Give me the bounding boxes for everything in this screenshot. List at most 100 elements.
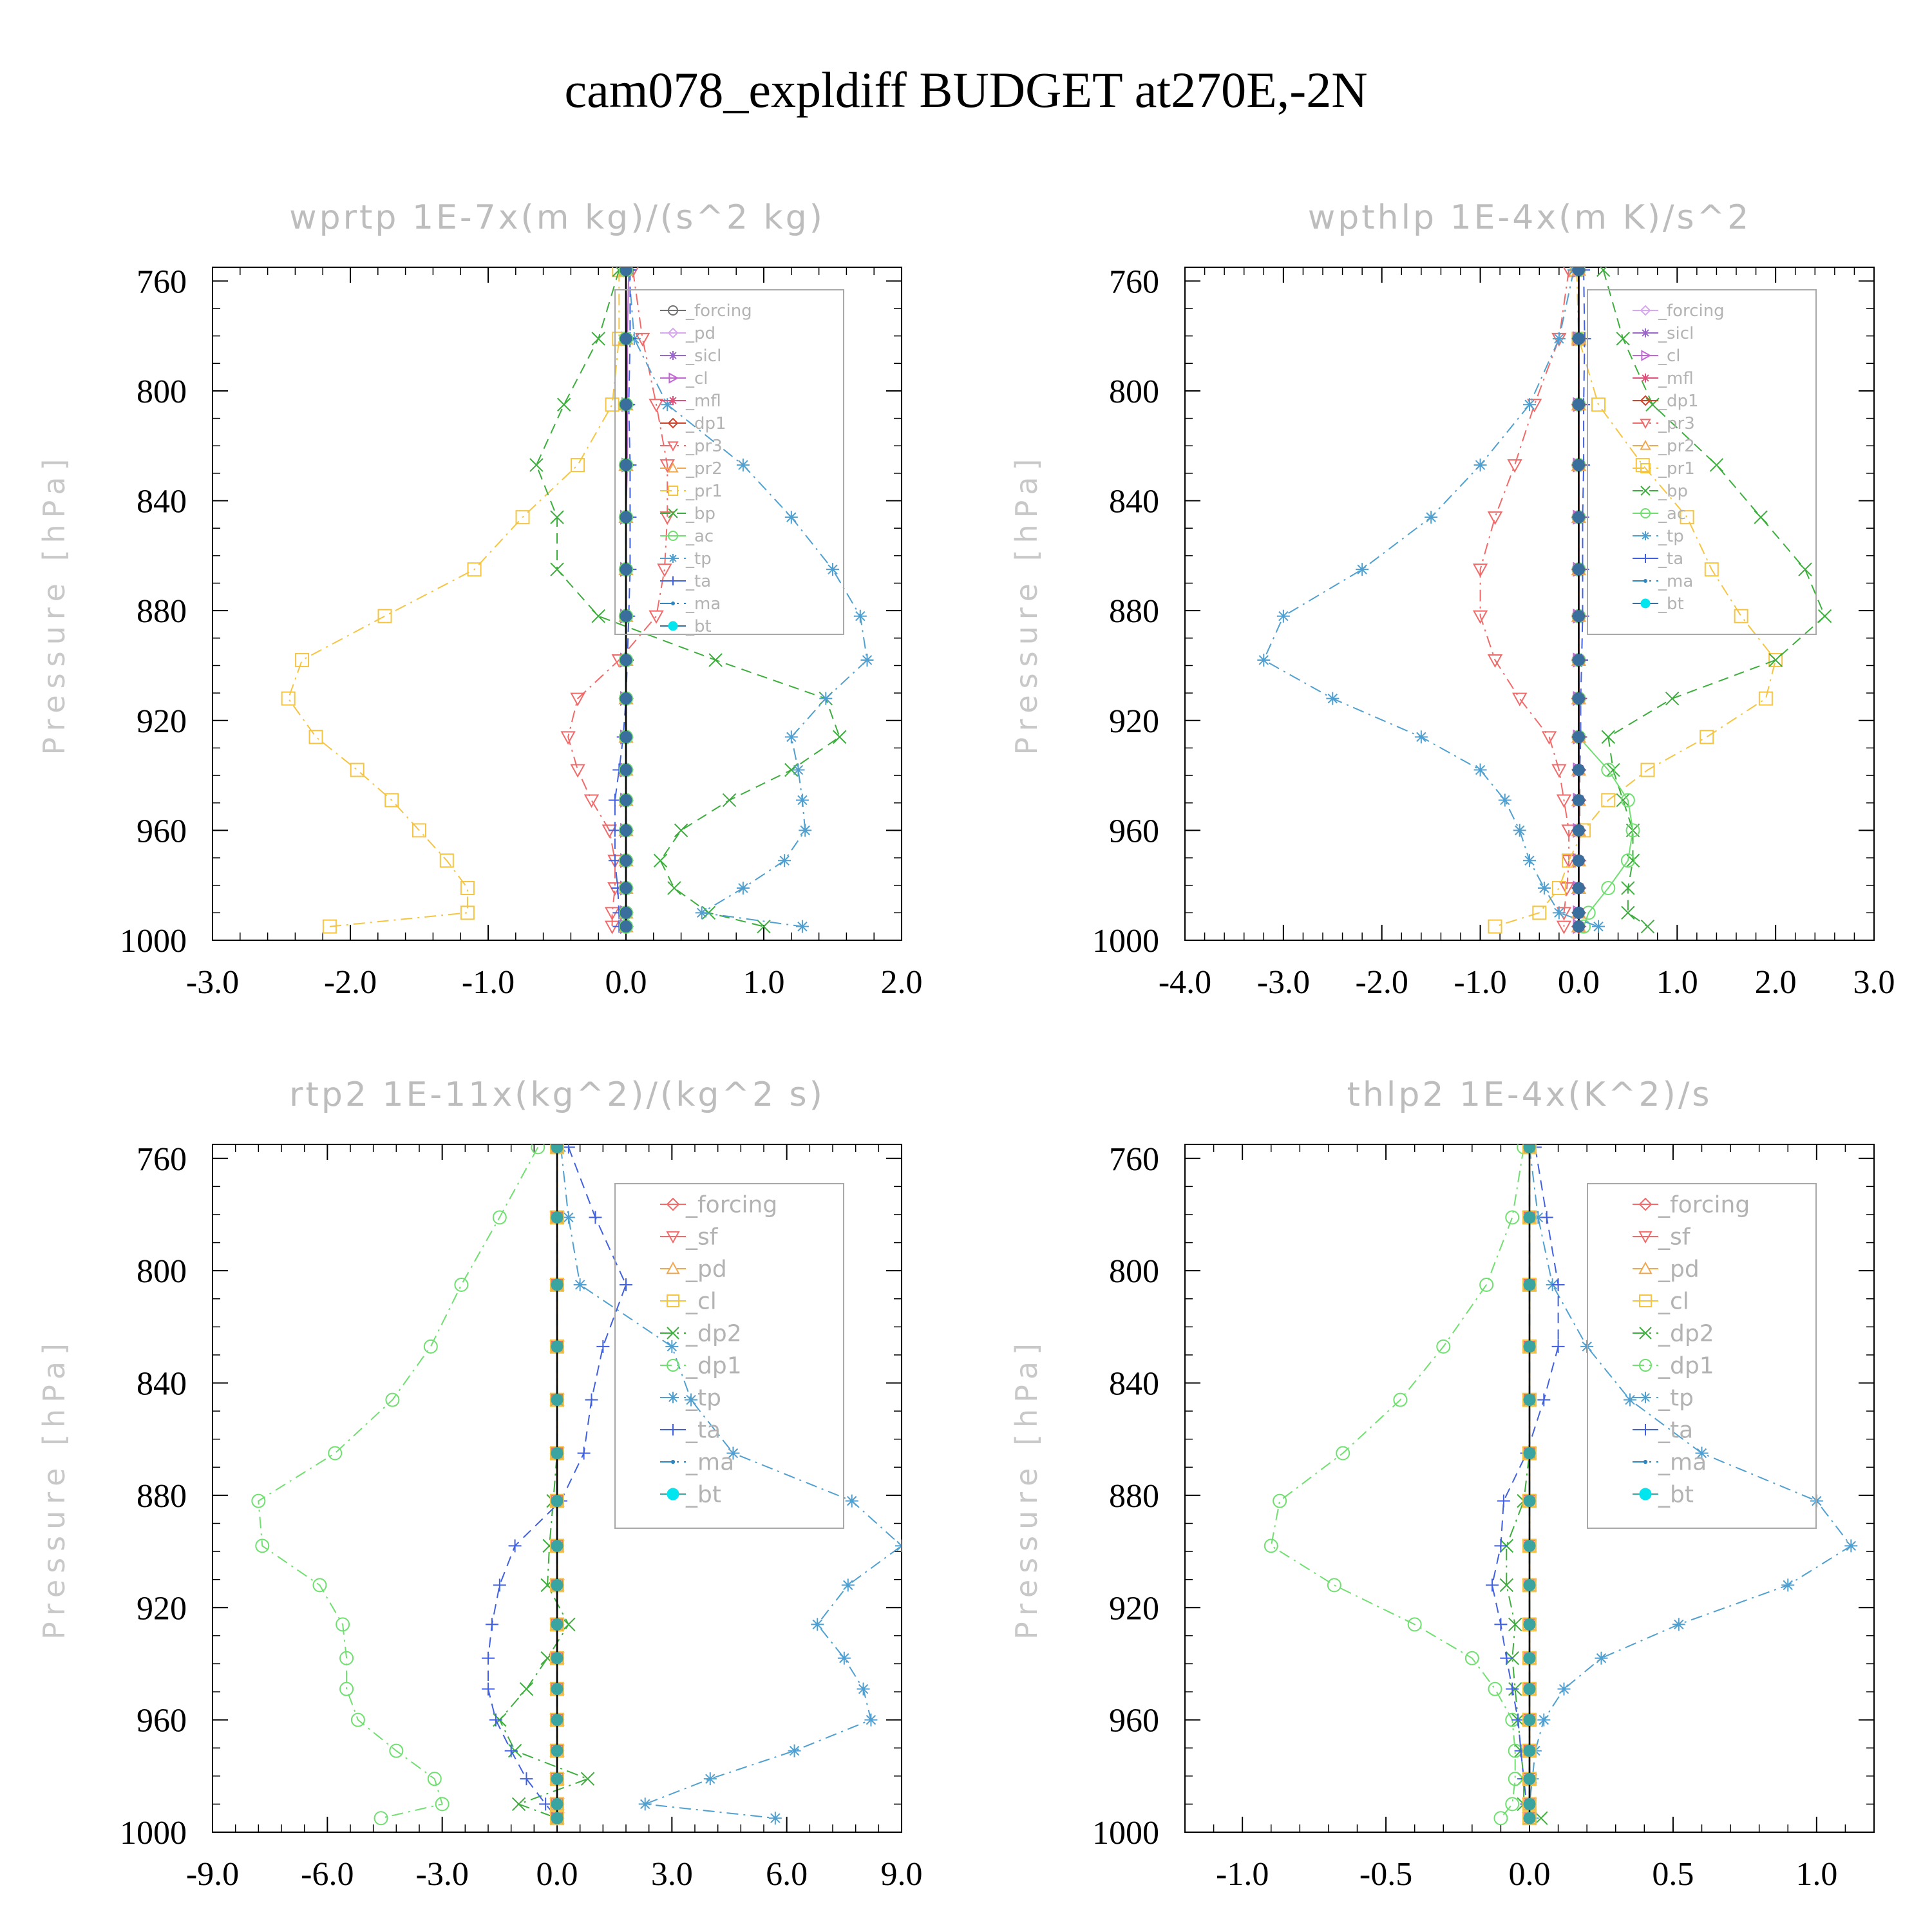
legend-label: _ma <box>1658 572 1693 591</box>
y-tick-label: 880 <box>137 593 187 630</box>
data-point <box>339 1651 354 1665</box>
data-point <box>620 793 632 806</box>
data-point <box>328 1446 343 1461</box>
data-point <box>551 1340 564 1353</box>
data-point <box>1572 906 1585 919</box>
data-point <box>562 1211 575 1224</box>
data-point <box>389 1743 404 1758</box>
panel-1: wprtp 1E-7x(m kg)/(s^2 kg) Pressure [hPa]… <box>37 198 923 1001</box>
data-point <box>551 1447 564 1460</box>
data-point <box>1523 1812 1536 1824</box>
data-point <box>853 609 867 623</box>
data-point <box>551 1652 564 1665</box>
data-point <box>589 1211 602 1224</box>
data-point <box>1635 458 1650 473</box>
data-point <box>596 1340 610 1353</box>
data-point <box>591 609 605 623</box>
legend-entry: _dp1 <box>660 414 726 433</box>
x-tick-label: 3.0 <box>1853 964 1895 1001</box>
x-tick-label: 9.0 <box>881 1856 923 1893</box>
data-point <box>1551 880 1566 895</box>
data-point <box>1601 762 1616 777</box>
legend-entry: _ta <box>660 1417 721 1444</box>
data-point <box>427 1772 442 1786</box>
data-point <box>1572 764 1585 777</box>
data-point <box>708 653 723 667</box>
data-point <box>531 1144 545 1155</box>
data-point <box>860 653 874 667</box>
data-point <box>1551 764 1567 778</box>
legend-label: _bt <box>685 617 712 636</box>
data-point <box>1523 1772 1536 1785</box>
data-point <box>1523 1278 1536 1291</box>
y-tick-label: 800 <box>1109 1253 1159 1290</box>
data-point <box>1665 691 1680 706</box>
data-point <box>1621 905 1635 920</box>
data-point <box>811 1618 824 1631</box>
legend-entry: _pr3 <box>660 437 723 456</box>
legend-entry: _tp <box>1633 527 1684 546</box>
data-point <box>1606 762 1620 777</box>
panel-4: thlp2 1E-4x(K^2)/s Pressure [hPa] -1.0 -0.5… <box>1009 1075 1875 1893</box>
y-axis-label: Pressure [hPa] <box>1009 1337 1044 1640</box>
data-point <box>1523 1495 1536 1508</box>
data-point <box>784 762 799 777</box>
data-point <box>1505 1210 1520 1225</box>
data-point <box>667 881 681 895</box>
x-tick-label: 1.0 <box>743 964 785 1001</box>
data-point <box>412 823 426 838</box>
data-point <box>1479 1277 1494 1292</box>
y-tick-label: 760 <box>137 1141 187 1178</box>
legend: _forcing _sf _pd _cl _dp2 _dp1 _tp _ta _ma _bt <box>1587 1183 1817 1529</box>
data-point <box>515 510 530 525</box>
data-point <box>336 1617 350 1632</box>
series-bt <box>1572 267 1585 933</box>
data-point <box>795 793 809 807</box>
data-point <box>308 730 323 744</box>
data-point <box>799 824 812 837</box>
data-point <box>788 1744 801 1757</box>
legend-label: _bp <box>1658 482 1688 501</box>
plot-frame <box>1184 267 1875 941</box>
data-point <box>620 906 632 919</box>
legend-label: _ta <box>685 1417 721 1444</box>
legend-label: _sf <box>1658 1224 1691 1251</box>
data-point <box>529 458 544 472</box>
series-tp <box>554 1144 902 1825</box>
legend-entry: _forcing <box>1633 1192 1750 1218</box>
y-tick-label: 960 <box>1109 1703 1159 1739</box>
legend-entry: _forcing <box>1633 301 1725 321</box>
x-tick-label: -9.0 <box>186 1856 239 1893</box>
legend-label: _ta <box>685 572 711 591</box>
legend-entry: _pd <box>1633 1256 1700 1283</box>
legend-entry: _sf <box>660 1224 719 1251</box>
data-point <box>1572 654 1585 667</box>
data-point <box>1572 920 1585 933</box>
data-point <box>1473 763 1487 777</box>
data-point <box>1572 824 1585 837</box>
data-point <box>1523 1211 1536 1224</box>
data-point <box>1537 1713 1551 1727</box>
y-tick-label: 880 <box>1109 593 1159 630</box>
legend-entry: _pr3 <box>1633 414 1695 433</box>
data-point <box>841 1578 855 1592</box>
y-tick-label: 1000 <box>120 1815 187 1852</box>
data-point <box>1625 823 1640 838</box>
data-point <box>1601 880 1616 895</box>
data-point <box>570 692 585 706</box>
data-point <box>1709 458 1724 472</box>
data-point <box>1523 1539 1536 1552</box>
legend-label: _pr3 <box>1658 414 1695 433</box>
data-point <box>620 882 632 895</box>
data-point <box>350 1712 365 1727</box>
y-tick-label: 920 <box>137 703 187 740</box>
legend-label: _dp1 <box>1658 1353 1714 1379</box>
legend-entry: _dp1 <box>1633 392 1699 411</box>
legend-entry: _bt <box>660 617 712 636</box>
legend-label: _tp <box>1658 1385 1694 1412</box>
data-point <box>560 731 576 745</box>
data-point <box>620 1278 632 1291</box>
x-tick-label: 0.0 <box>605 964 647 1001</box>
series-bt <box>551 1144 564 1824</box>
